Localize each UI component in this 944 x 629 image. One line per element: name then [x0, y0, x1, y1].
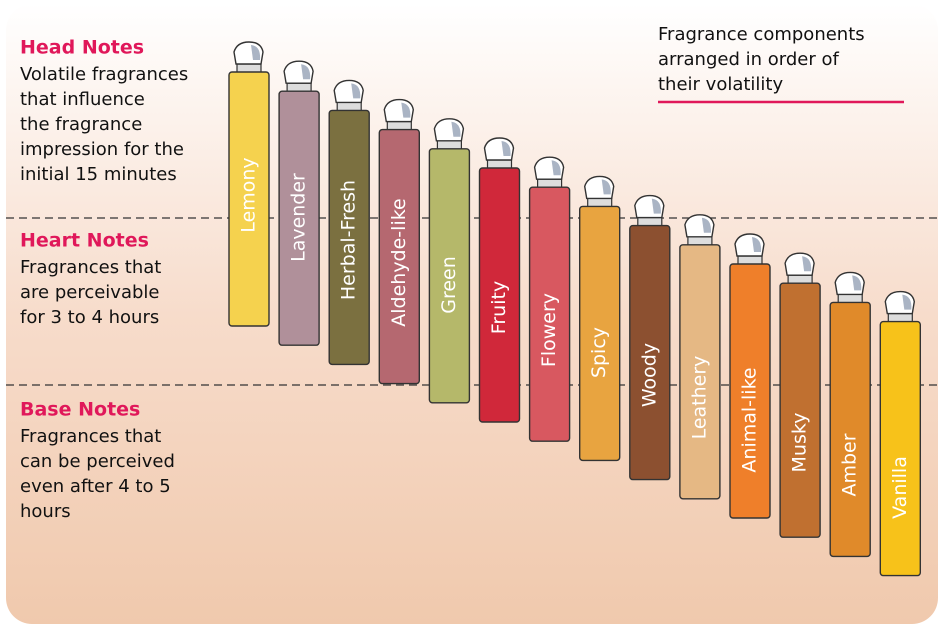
bottle-body [830, 302, 870, 556]
bottle-label: Leathery [688, 356, 710, 440]
section-title: Base Notes [20, 399, 140, 421]
section-text: Fragrances that [20, 257, 161, 278]
bottle-body [880, 322, 920, 576]
section-text: hours [20, 501, 71, 522]
bottle-label: Animal-like [739, 367, 761, 472]
bottle-label: Green [438, 256, 460, 314]
note-text: arranged in order of [658, 49, 839, 70]
bottle-label: Flowery [538, 293, 560, 367]
bottle-label: Musky [789, 413, 811, 473]
section-text: that influence [20, 89, 145, 110]
bottle-label: Lavender [288, 173, 310, 262]
section-text: even after 4 to 5 [20, 476, 171, 497]
diagram: Head Notes Volatile fragrances that influe… [0, 0, 944, 629]
bottle-label: Amber [839, 433, 861, 496]
section-text: are perceivable [20, 282, 160, 303]
bottle-label: Vanilla [889, 456, 911, 519]
note-text: their volatility [658, 74, 783, 95]
bottle-label: Aldehyde-like [388, 198, 410, 327]
bottle-label: Lemony [238, 157, 260, 232]
section-text: for 3 to 4 hours [20, 307, 159, 328]
section-text: Fragrances that [20, 426, 161, 447]
bottle-label: Woody [638, 343, 660, 407]
section-text: impression for the [20, 139, 184, 160]
bottle-label: Spicy [588, 327, 610, 378]
bottle-label: Herbal-Fresh [338, 180, 360, 300]
section-title: Heart Notes [20, 230, 149, 252]
section-text: initial 15 minutes [20, 164, 177, 185]
note-text: Fragrance components [658, 24, 865, 45]
section-text: can be perceived [20, 451, 175, 472]
bottle-body [780, 283, 820, 537]
section-text: Volatile fragrances [20, 64, 188, 85]
section-title: Head Notes [20, 37, 144, 59]
section-text: the fragrance [20, 114, 142, 135]
bottle-label: Fruity [488, 281, 510, 334]
